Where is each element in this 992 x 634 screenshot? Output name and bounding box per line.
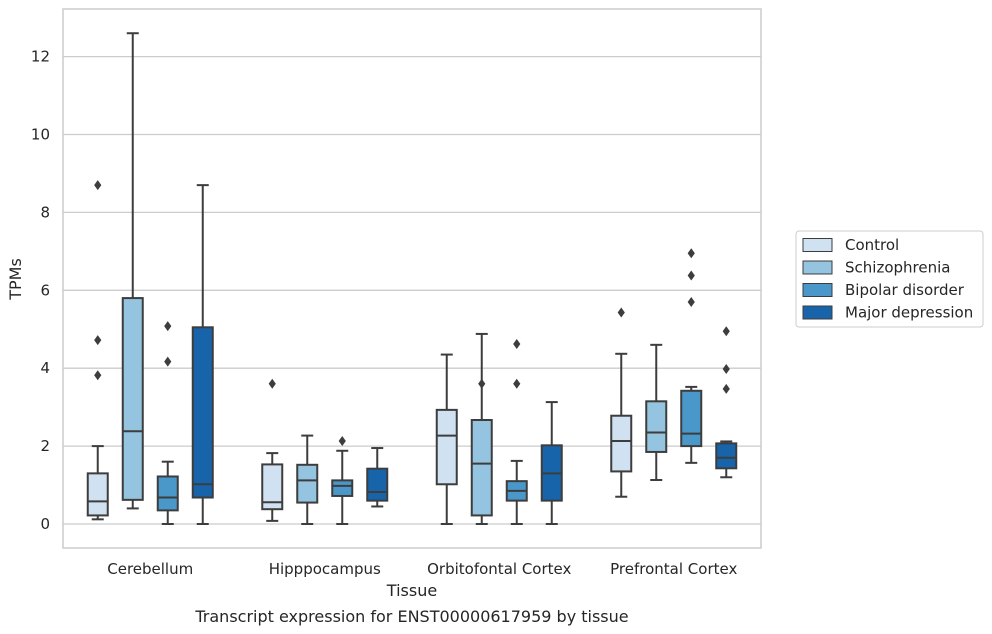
outlier-point [513,339,521,350]
box-body [261,463,284,511]
x-axis-label: Tissue [386,581,437,600]
y-axis-label: TPMs [6,258,25,301]
box-body [296,463,319,504]
outlier-point [268,378,276,389]
box-major-depression [191,184,214,525]
legend-label: Control [845,236,899,254]
box-schizophrenia [296,434,319,525]
legend-label: Major depression [845,304,973,322]
outlier-point [478,378,486,389]
y-tick-label: 12 [31,48,50,66]
box-major-depression [715,326,738,479]
y-tick-label: 0 [40,515,50,533]
box-schizophrenia [645,343,668,481]
box-body [715,442,738,470]
legend: Control Schizophrenia Bipolar disorder Majo… [795,230,984,328]
y-tick-label: 10 [31,126,50,144]
box-body [470,419,493,517]
y-tick-label: 4 [40,359,50,377]
outlier-point [722,383,730,394]
box-body [86,472,109,517]
outlier-point [164,321,172,332]
legend-label: Schizophrenia [845,259,950,277]
outlier-point [687,270,695,281]
box-body [680,389,703,448]
legend-swatch [802,238,833,252]
box-schizophrenia [121,32,144,510]
box-major-depression [540,401,563,525]
box-body [331,479,354,497]
y-tick-labels: 0 2 4 6 8 10 12 [31,48,50,533]
outlier-point [338,436,346,447]
outlier-point [94,370,102,381]
box-schizophrenia [470,332,493,525]
box-bipolar-disorder [505,339,528,525]
box-major-depression [366,447,389,508]
x-tick-label: Hipppocampus [269,560,381,578]
outlier-point [722,363,730,374]
box-control [261,378,284,522]
outlier-point [164,356,172,367]
x-tick-label: Orbitofontal Cortex [427,560,571,578]
box-bipolar-disorder [156,321,179,525]
x-tick-label: Cerebellum [107,560,193,578]
outlier-point [617,307,625,318]
box-control [610,307,633,498]
box-control [86,180,109,521]
box-bipolar-disorder [331,436,354,525]
y-tick-label: 2 [40,437,50,455]
box-body [610,414,633,473]
box-bipolar-disorder [680,248,703,464]
box-body [366,467,389,502]
outlier-point [94,180,102,191]
legend-label: Bipolar disorder [845,281,965,299]
x-tick-label: Prefrontal Cortex [610,560,737,578]
box-body [645,400,668,453]
outlier-point [687,296,695,307]
outlier-point [513,378,521,389]
y-tick-label: 6 [40,281,50,299]
box-body [121,297,144,501]
y-tick-label: 8 [40,203,50,221]
box-body [435,408,458,486]
outlier-point [722,326,730,337]
outlier-point [687,248,695,259]
box-control [435,353,458,525]
legend-frame [795,230,984,328]
plot-frame [62,8,762,549]
grid-lines [63,55,761,525]
legend-swatch [802,283,833,297]
x-tick-labels: Cerebellum Hipppocampus Orbitofontal Corte… [107,560,737,578]
legend-swatch [802,260,833,275]
box-body [191,326,214,499]
legend-swatch [802,305,833,320]
box-groups [86,32,738,525]
box-body [156,475,179,512]
outlier-point [94,335,102,346]
chart-caption: Transcript expression for ENST0000061795… [194,607,628,626]
